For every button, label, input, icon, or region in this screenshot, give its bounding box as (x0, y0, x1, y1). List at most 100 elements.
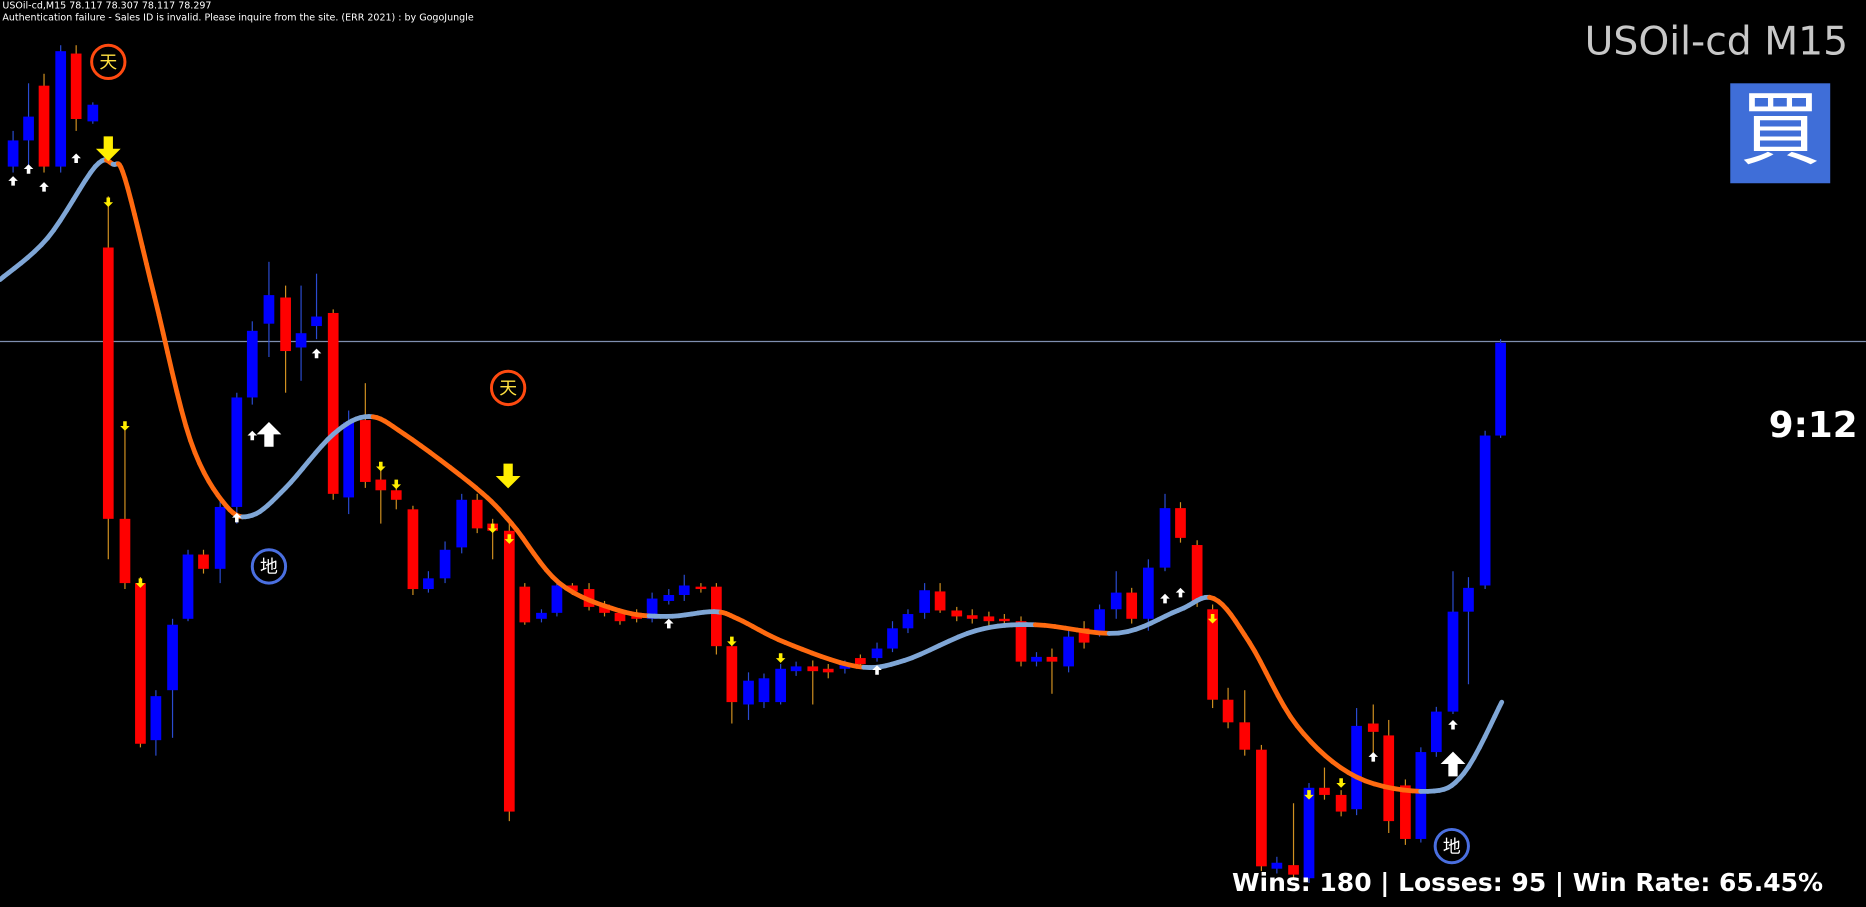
curve-segment (169, 369, 180, 394)
countdown: 9:12 (1769, 405, 1858, 446)
down-arrow (775, 653, 786, 663)
trend-curve (0, 157, 1505, 794)
marker-label: 天 (499, 378, 517, 399)
candle-body (999, 618, 1010, 622)
marker-ring (90, 43, 127, 81)
candle-body (198, 554, 209, 569)
candle-body (246, 330, 258, 398)
curve-segment (160, 330, 171, 356)
candle-body (1367, 723, 1379, 732)
curve-segment (152, 295, 162, 318)
candle-body (1239, 722, 1251, 750)
candle-body (1335, 794, 1347, 812)
candle-body (807, 666, 819, 672)
candle-body (150, 696, 162, 741)
candle-body (726, 646, 738, 703)
marker-ring (250, 548, 288, 585)
candle-body (1271, 862, 1283, 869)
candle-body (23, 116, 34, 141)
candle-body (1319, 787, 1330, 795)
candle-body (407, 509, 419, 590)
candle-body (822, 668, 834, 673)
up-arrow (247, 430, 258, 441)
up-arrow (1368, 752, 1379, 762)
candle-body (695, 586, 707, 590)
signal-button-label: 買 (1740, 84, 1821, 178)
candle-body (439, 549, 451, 579)
candle-body (231, 397, 243, 507)
marker-label: 天 (99, 52, 117, 73)
candle-body (1031, 656, 1042, 662)
signal-arrows (8, 136, 1466, 800)
candle-body (87, 104, 99, 122)
candle-body (1463, 587, 1474, 612)
curve-segment (148, 278, 158, 300)
symbol-title: USOil-cd M15 (1585, 20, 1848, 65)
candle-body (343, 422, 355, 498)
candles (7, 45, 1506, 883)
candle-body (1159, 508, 1171, 568)
candle-body (536, 612, 547, 619)
up-arrow (872, 665, 882, 675)
candle-body (743, 680, 754, 705)
candle-body (182, 554, 194, 619)
candle-body (214, 506, 226, 569)
candle-body (1479, 435, 1491, 586)
down-arrow (391, 479, 402, 490)
candle-body (678, 585, 690, 595)
candle-body (1495, 342, 1506, 436)
candle-body (1303, 787, 1315, 879)
down-arrow (1207, 614, 1218, 624)
candle-body (614, 612, 626, 622)
curve-segment (128, 197, 137, 217)
candle-body (327, 312, 339, 494)
candle-body (375, 479, 387, 491)
signal-button[interactable] (1730, 83, 1831, 184)
down-arrow (1336, 778, 1346, 788)
up-arrow (1160, 593, 1170, 604)
candle-body (599, 604, 610, 613)
candle-body (919, 590, 930, 613)
candle-body (119, 518, 131, 584)
marker-ring (489, 369, 527, 407)
candle-body (934, 591, 946, 611)
curve-segment (178, 407, 189, 429)
down-arrow (135, 578, 146, 588)
candle-body (887, 628, 898, 649)
curve-segment (165, 350, 175, 375)
up-arrow (664, 618, 674, 629)
notice: Authentication failure - Sales ID is inv… (2, 12, 473, 23)
curve-segment (132, 212, 141, 233)
candle-body (758, 678, 770, 703)
candle-body (1063, 636, 1074, 667)
up-arrow (1448, 719, 1458, 730)
candle-body (1078, 628, 1090, 643)
marker-ring (1433, 827, 1470, 865)
up-arrow (8, 176, 18, 186)
candle-body (503, 530, 515, 812)
symbol-line: USOil-cd,M15 78.117 78.307 78.117 78.297 (2, 0, 211, 11)
candle-body (70, 53, 82, 120)
down-arrow (1304, 790, 1314, 800)
down-arrow (504, 534, 515, 544)
candle-body (871, 648, 883, 659)
candle-body (456, 499, 468, 548)
curve-segment (174, 388, 184, 412)
candle-body (519, 586, 531, 623)
candle-body (1351, 725, 1362, 810)
candle-body (1288, 865, 1299, 875)
candle-body (102, 247, 114, 519)
candle-body (390, 490, 402, 500)
candle-body (1142, 567, 1154, 619)
stats: Wins: 180 | Losses: 95 | Win Rate: 65.45… (1232, 868, 1823, 897)
candle-body (263, 295, 275, 324)
candle-body (1175, 508, 1186, 538)
candle-body (359, 420, 371, 482)
candle-body (1415, 752, 1427, 839)
candle-body (311, 316, 322, 327)
down-arrow (487, 523, 498, 534)
candle-body (983, 616, 995, 622)
